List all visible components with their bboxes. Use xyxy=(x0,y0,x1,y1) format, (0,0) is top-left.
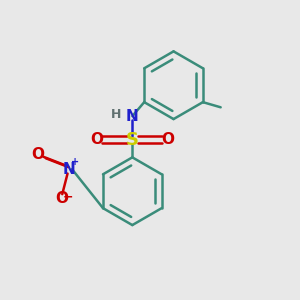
Text: O: O xyxy=(32,147,45,162)
Text: N: N xyxy=(126,109,139,124)
Text: O: O xyxy=(91,132,103,147)
Text: O: O xyxy=(161,132,174,147)
Text: N: N xyxy=(63,162,75,177)
Text: H: H xyxy=(111,108,121,121)
Text: O: O xyxy=(55,191,68,206)
Text: +: + xyxy=(71,157,79,167)
Text: −: − xyxy=(63,190,74,204)
Text: S: S xyxy=(126,131,139,149)
